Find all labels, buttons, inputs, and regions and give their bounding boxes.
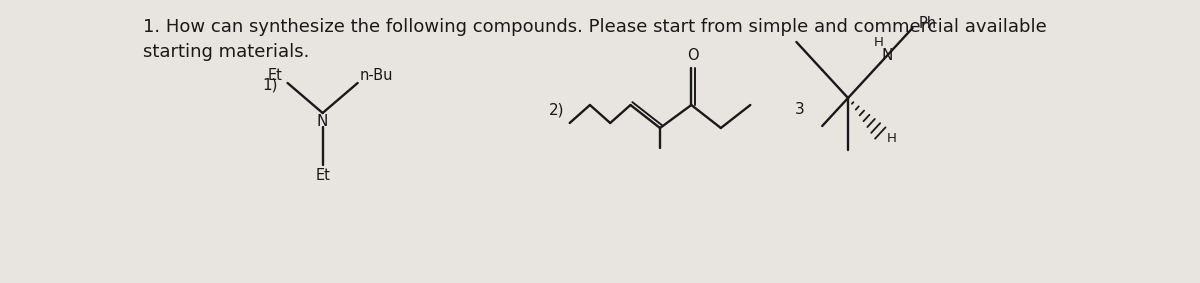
Text: Et: Et	[316, 168, 330, 183]
Text: N: N	[317, 113, 329, 128]
Text: 2): 2)	[548, 102, 564, 117]
Text: O: O	[688, 48, 698, 63]
Text: N: N	[882, 48, 893, 63]
Text: H: H	[887, 132, 896, 145]
Text: 3: 3	[794, 102, 804, 117]
Text: Et: Et	[268, 68, 282, 83]
Text: starting materials.: starting materials.	[143, 43, 310, 61]
Text: 1): 1)	[263, 78, 278, 93]
Text: n-Bu: n-Bu	[359, 68, 392, 83]
Text: H: H	[874, 37, 883, 50]
Text: 1. How can synthesize the following compounds. Please start from simple and comm: 1. How can synthesize the following comp…	[143, 18, 1046, 36]
Text: Ph: Ph	[918, 16, 936, 31]
